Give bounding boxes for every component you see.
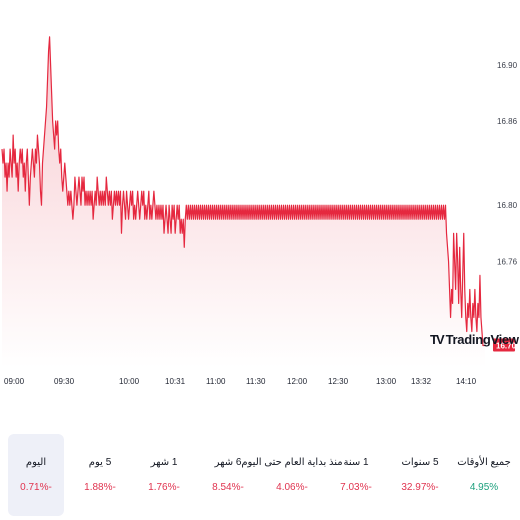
tradingview-logo: TV TradingView [430, 332, 519, 347]
period-label: 1 شهر [150, 457, 178, 468]
period-label: اليوم [25, 457, 47, 468]
period-selector: اليوم 0.71%- 5 يوم 1.88%- 1 شهر 1.76%- 6 شهر 8.… [8, 434, 512, 516]
y-tick-label: 16.86 [497, 117, 518, 126]
period-tab[interactable]: 5 سنوات 32.97%- [392, 434, 448, 516]
x-tick-label: 11:00 [206, 377, 226, 386]
x-tick-label: 11:30 [246, 377, 266, 386]
period-tab[interactable]: 1 سنة 7.03%- [328, 434, 384, 516]
period-tab[interactable]: 1 شهر 1.76%- [136, 434, 192, 516]
x-tick-label: 13:32 [411, 377, 432, 386]
period-change-value: 4.06%- [276, 482, 308, 493]
period-tab[interactable]: 5 يوم 1.88%- [72, 434, 128, 516]
period-label: 1 سنة [343, 457, 369, 468]
period-label: 5 سنوات [401, 457, 439, 468]
period-tab[interactable]: اليوم 0.71%- [8, 434, 64, 516]
period-change-value: 8.54%- [212, 482, 244, 493]
period-change-value: 0.71%- [20, 482, 52, 493]
period-change-value: 4.95% [469, 482, 499, 493]
chart-canvas[interactable]: 16.76 16.80 16.86 16.90 16.70 09:00 09:30 10:00… [0, 0, 520, 395]
y-tick-label: 16.76 [497, 257, 518, 266]
period-label: منذ بداية العام حتى اليوم [241, 457, 343, 468]
price-line [1, 36, 485, 347]
last-price-label: 16.70 [496, 342, 517, 351]
price-area-fill [2, 36, 485, 369]
period-change-value: 32.97%- [401, 482, 439, 493]
period-change-value: 7.03%- [340, 482, 372, 493]
price-chart[interactable]: 16.76 16.80 16.86 16.90 16.70 09:00 09:30 10:00… [0, 0, 520, 395]
period-label: 6 شهر [214, 457, 242, 468]
x-tick-label: 14:10 [456, 377, 477, 386]
x-tick-label: 09:30 [54, 377, 75, 386]
tradingview-mark-icon: TV [430, 332, 445, 347]
period-change-value: 1.76%- [148, 482, 180, 493]
y-tick-label: 16.80 [497, 201, 518, 210]
period-tab[interactable]: جميع الأوقات 4.95% [456, 434, 512, 516]
period-label: 5 يوم [88, 457, 112, 468]
y-tick-label: 16.90 [497, 61, 518, 70]
period-tab[interactable]: 6 شهر 8.54%- [200, 434, 256, 516]
x-tick-label: 13:00 [376, 377, 397, 386]
last-price-tag [493, 338, 515, 352]
x-tick-label: 10:00 [119, 377, 140, 386]
period-change-value: 1.88%- [84, 482, 116, 493]
x-tick-label: 10:31 [165, 377, 186, 386]
tradingview-wordmark: TradingView [445, 332, 519, 347]
x-tick-label: 09:00 [4, 377, 25, 386]
period-label: جميع الأوقات [457, 457, 511, 468]
x-tick-label: 12:00 [287, 377, 308, 386]
period-tab[interactable]: منذ بداية العام حتى اليوم 4.06%- [241, 434, 342, 516]
x-tick-label: 12:30 [328, 377, 349, 386]
